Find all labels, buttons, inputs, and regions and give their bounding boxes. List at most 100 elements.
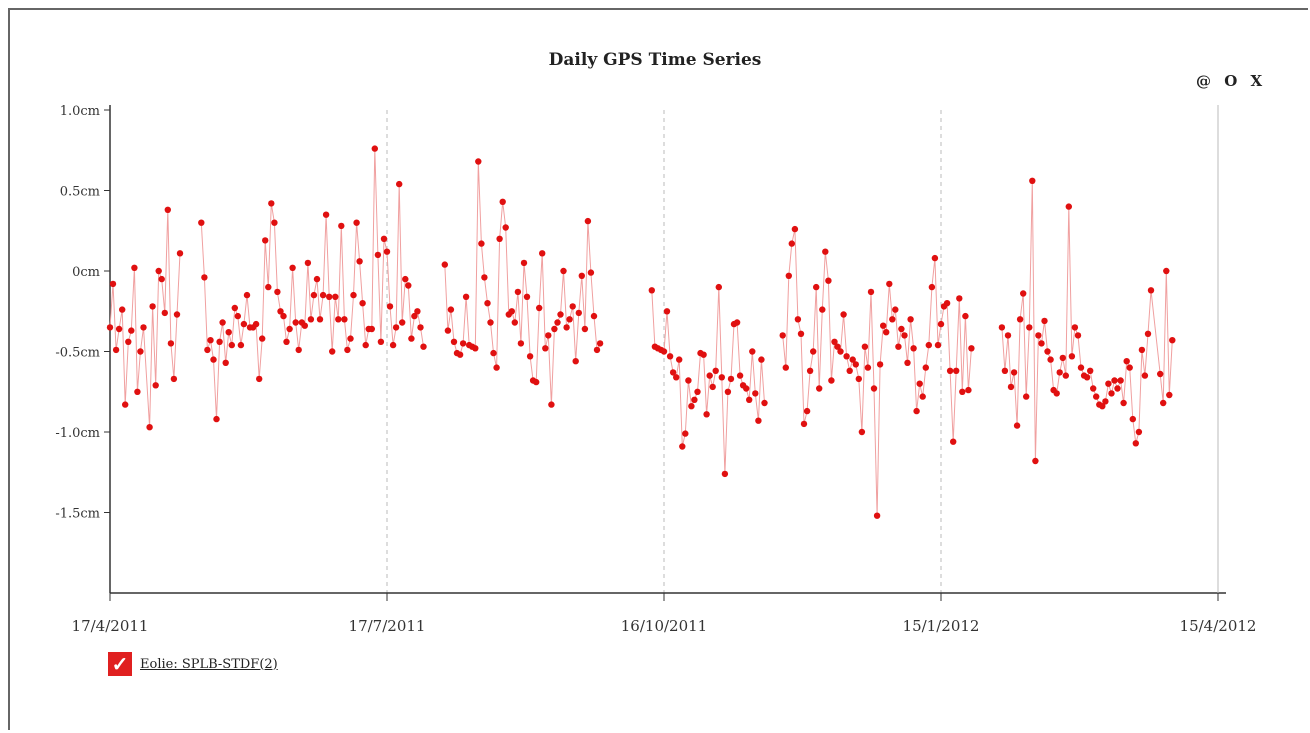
data-point <box>396 180 403 188</box>
data-point <box>1087 367 1094 374</box>
data-point <box>152 382 159 389</box>
data-point <box>706 372 713 379</box>
data-point <box>122 401 129 408</box>
data-point <box>478 240 485 247</box>
data-point <box>164 206 171 213</box>
data-point <box>1144 330 1152 337</box>
data-point <box>1059 354 1067 362</box>
data-point <box>724 388 732 395</box>
data-point <box>870 385 878 392</box>
data-point <box>441 261 448 268</box>
data-point <box>219 319 226 326</box>
legend-label[interactable]: Eolie: SPLB-STDF(2) <box>140 656 278 672</box>
data-point <box>207 337 214 344</box>
data-point <box>1068 353 1076 360</box>
data-point <box>959 388 966 395</box>
data-point <box>557 311 564 318</box>
data-point <box>526 353 534 360</box>
data-point <box>277 308 284 315</box>
data-point <box>1007 383 1015 391</box>
data-point <box>259 335 266 342</box>
data-point <box>1071 324 1079 331</box>
data-point <box>1138 346 1146 354</box>
data-point <box>873 512 881 519</box>
reset-zoom-button[interactable]: O <box>1224 72 1239 90</box>
data-point <box>581 325 589 333</box>
data-point <box>858 428 866 436</box>
checkbox-checked-icon[interactable]: ✓ <box>108 652 132 676</box>
data-point <box>490 349 497 357</box>
data-point <box>1120 399 1127 407</box>
data-point <box>569 303 576 310</box>
x-tick-label: 15/4/2012 <box>1180 617 1257 635</box>
data-point <box>262 237 269 244</box>
data-point <box>1056 369 1063 376</box>
data-point <box>213 415 220 423</box>
chart-toolbar: @ O X <box>1196 72 1269 90</box>
data-point <box>572 358 579 365</box>
data-point <box>922 364 929 371</box>
data-point <box>240 320 248 328</box>
data-point <box>292 319 299 326</box>
data-point <box>1029 177 1036 184</box>
data-point <box>310 291 318 299</box>
data-point <box>813 283 820 291</box>
data-point <box>210 356 217 363</box>
legend-item[interactable]: ✓ Eolie: SPLB-STDF(2) <box>108 652 278 676</box>
data-point <box>295 346 302 354</box>
data-point <box>134 388 141 395</box>
data-point <box>533 378 540 386</box>
data-point <box>968 345 975 352</box>
data-point <box>880 322 887 329</box>
data-point <box>1160 399 1167 407</box>
data-point <box>167 340 175 347</box>
x-tick-label: 17/4/2011 <box>72 617 149 635</box>
data-point <box>749 348 756 355</box>
data-point <box>128 327 135 334</box>
data-point <box>228 341 235 349</box>
data-point <box>335 316 342 323</box>
data-point <box>587 269 595 276</box>
data-point <box>1026 324 1033 331</box>
data-point <box>1013 422 1021 429</box>
data-point <box>402 275 409 283</box>
data-point <box>682 430 689 437</box>
data-point <box>892 306 899 313</box>
x-tick-label: 16/10/2011 <box>621 617 707 635</box>
data-point <box>1041 317 1048 325</box>
series-line <box>651 287 765 474</box>
data-point <box>1108 390 1115 397</box>
data-point <box>943 300 951 307</box>
data-point <box>785 272 792 279</box>
data-point <box>1102 398 1109 405</box>
data-point <box>280 312 287 320</box>
data-point <box>225 329 232 336</box>
data-point <box>344 346 351 354</box>
data-point <box>703 411 710 418</box>
data-point <box>481 274 488 281</box>
data-point <box>669 369 677 376</box>
data-point <box>676 356 683 363</box>
data-point <box>1093 393 1100 400</box>
data-point <box>840 311 847 318</box>
data-point <box>1038 340 1045 347</box>
data-point <box>237 341 245 349</box>
series-line <box>1001 180 1173 462</box>
data-point <box>459 340 467 347</box>
close-button[interactable]: X <box>1250 72 1264 90</box>
zoom-icon[interactable]: @ <box>1196 72 1212 90</box>
data-point <box>201 274 208 281</box>
data-point <box>721 470 729 478</box>
data-point <box>800 420 808 428</box>
data-point <box>810 348 817 355</box>
data-point <box>575 309 582 317</box>
series-line <box>109 209 181 428</box>
data-point <box>173 311 181 318</box>
data-point <box>444 327 452 334</box>
x-tick-label: 17/7/2011 <box>349 617 426 635</box>
data-point <box>673 374 680 381</box>
data-point <box>316 316 324 323</box>
data-point <box>447 306 455 313</box>
data-point <box>551 325 558 333</box>
